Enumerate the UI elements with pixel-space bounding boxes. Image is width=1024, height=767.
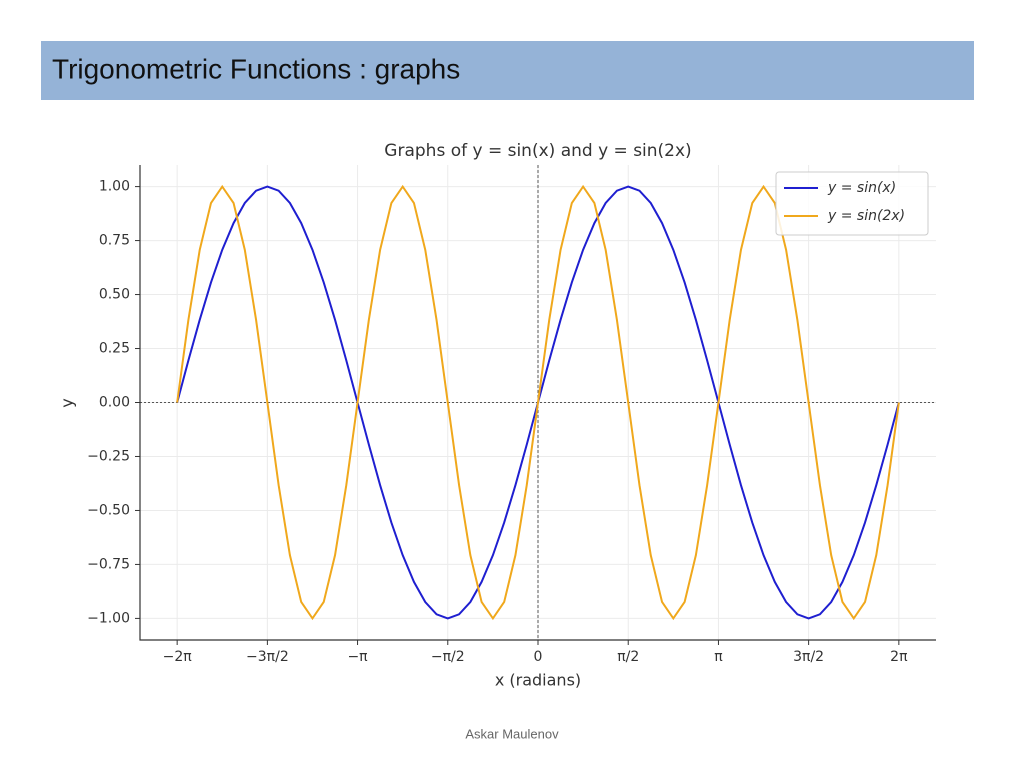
x-tick-label: 3π/2 xyxy=(793,649,824,665)
title-bar xyxy=(41,41,974,100)
y-tick-label: 1.00 xyxy=(99,179,130,195)
y-tick-label: −0.50 xyxy=(87,502,130,518)
legend-label: y = sin(2x) xyxy=(827,208,905,224)
x-tick-label: π/2 xyxy=(617,649,639,665)
legend-label: y = sin(x) xyxy=(827,180,896,196)
x-tick-label: −2π xyxy=(163,649,193,665)
footer: Askar Maulenov xyxy=(465,726,559,741)
y-tick-label: 0.25 xyxy=(99,341,130,357)
x-tick-label: π xyxy=(714,649,723,665)
y-tick-label: −1.00 xyxy=(87,610,130,626)
y-tick-label: −0.75 xyxy=(87,556,130,572)
y-tick-label: −0.25 xyxy=(87,448,130,464)
y-tick-label: 0.75 xyxy=(99,233,130,249)
x-axis-label: x (radians) xyxy=(495,671,581,690)
y-tick-label: 0.00 xyxy=(99,395,130,411)
x-tick-label: 0 xyxy=(534,649,543,665)
y-tick-label: 0.50 xyxy=(99,287,130,303)
x-tick-label: −3π/2 xyxy=(246,649,289,665)
y-axis-label: y xyxy=(58,398,77,407)
chart-title: Graphs of y = sin(x) and y = sin(2x) xyxy=(384,141,691,161)
x-tick-label: 2π xyxy=(890,649,908,665)
axes xyxy=(139,165,936,641)
x-tick-label: −π xyxy=(347,649,368,665)
slide-title: Trigonometric Functions : graphs xyxy=(52,53,460,84)
x-tick-label: −π/2 xyxy=(431,649,465,665)
plot: 1.00 0.75 0.50 0.25 0.00 −0.25 −0.50 −0.75 −1.00… xyxy=(87,165,936,665)
